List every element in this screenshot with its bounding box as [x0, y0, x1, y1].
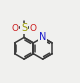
Text: S: S — [21, 23, 27, 33]
Text: O: O — [30, 24, 37, 33]
Text: N: N — [39, 33, 46, 42]
Text: O: O — [11, 24, 18, 33]
